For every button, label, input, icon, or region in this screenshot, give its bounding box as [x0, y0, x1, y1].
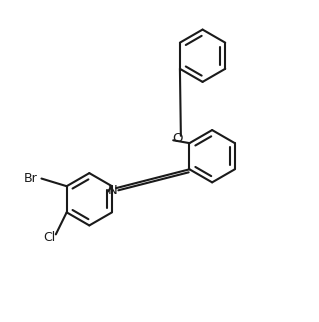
Text: Br: Br [23, 172, 37, 185]
Text: Cl: Cl [43, 231, 56, 244]
Text: O: O [172, 131, 182, 145]
Text: N: N [108, 184, 117, 197]
